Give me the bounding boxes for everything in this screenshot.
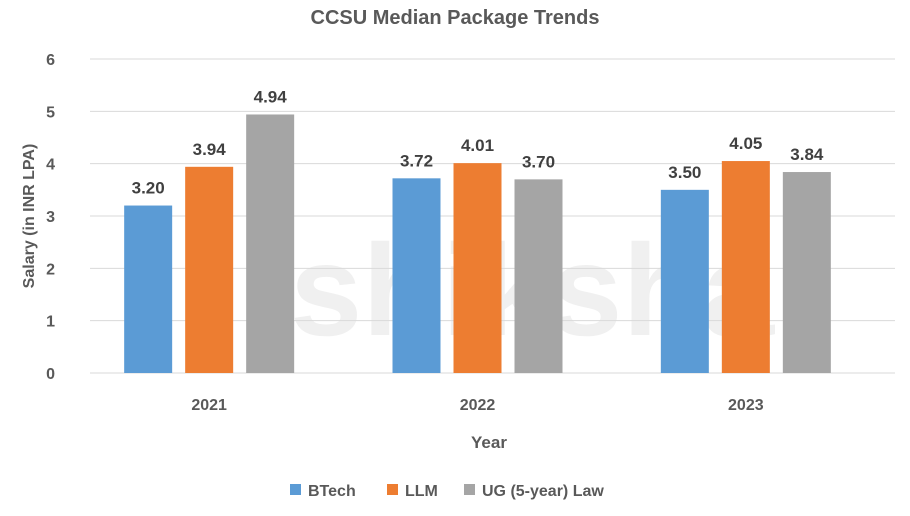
legend-swatch: [464, 484, 475, 495]
x-tick-label: 2021: [191, 397, 227, 414]
legend-swatch: [387, 484, 398, 495]
bar-llm-2021: [185, 166, 234, 373]
y-tick-label: 1: [46, 314, 55, 331]
legend-label: UG (5-year) Law: [482, 483, 604, 500]
legend-label: LLM: [405, 483, 438, 500]
bar-btech-2023: [660, 189, 709, 373]
bar-ug-5-year-law-2022: [514, 179, 563, 373]
bar-ug-5-year-law-2021: [246, 114, 295, 374]
y-tick-label: 5: [46, 104, 55, 121]
y-axis-ticks: 0 1 2 3 4 5 6: [46, 52, 55, 383]
bars: 3.20 3.94 4.94 3.72 4.01 3.70 3.50 4.05 3.84: [124, 87, 831, 374]
y-tick-label: 2: [46, 261, 55, 278]
y-axis-label: Salary (in INR LPA): [21, 144, 38, 289]
legend: BTech LLM UG (5-year) Law: [290, 483, 604, 500]
x-tick-label: 2022: [460, 397, 496, 414]
y-tick-label: 3: [46, 209, 55, 226]
legend-label: BTech: [308, 483, 356, 500]
y-tick-label: 0: [46, 366, 55, 383]
data-label: 4.05: [729, 134, 762, 153]
data-label: 4.01: [461, 136, 494, 155]
data-label: 3.20: [132, 179, 165, 198]
x-axis-label: Year: [471, 433, 507, 452]
bar-btech-2021: [124, 205, 173, 373]
data-label: 3.84: [790, 145, 824, 164]
chart-title: CCSU Median Package Trends: [311, 7, 600, 29]
data-label: 3.72: [400, 151, 433, 170]
bar-llm-2022: [453, 163, 502, 373]
y-tick-label: 4: [46, 157, 55, 174]
x-tick-label: 2023: [728, 397, 764, 414]
data-label: 3.50: [668, 163, 701, 182]
data-label: 3.70: [522, 152, 555, 171]
bar-llm-2023: [721, 161, 770, 373]
bar-ug-5-year-law-2023: [782, 172, 831, 373]
bar-btech-2022: [392, 178, 441, 373]
data-label: 4.94: [254, 87, 288, 106]
x-axis-ticks: 2021 2022 2023: [191, 397, 763, 414]
data-label: 3.94: [193, 140, 227, 159]
legend-swatch: [290, 484, 301, 495]
y-tick-label: 6: [46, 52, 55, 69]
